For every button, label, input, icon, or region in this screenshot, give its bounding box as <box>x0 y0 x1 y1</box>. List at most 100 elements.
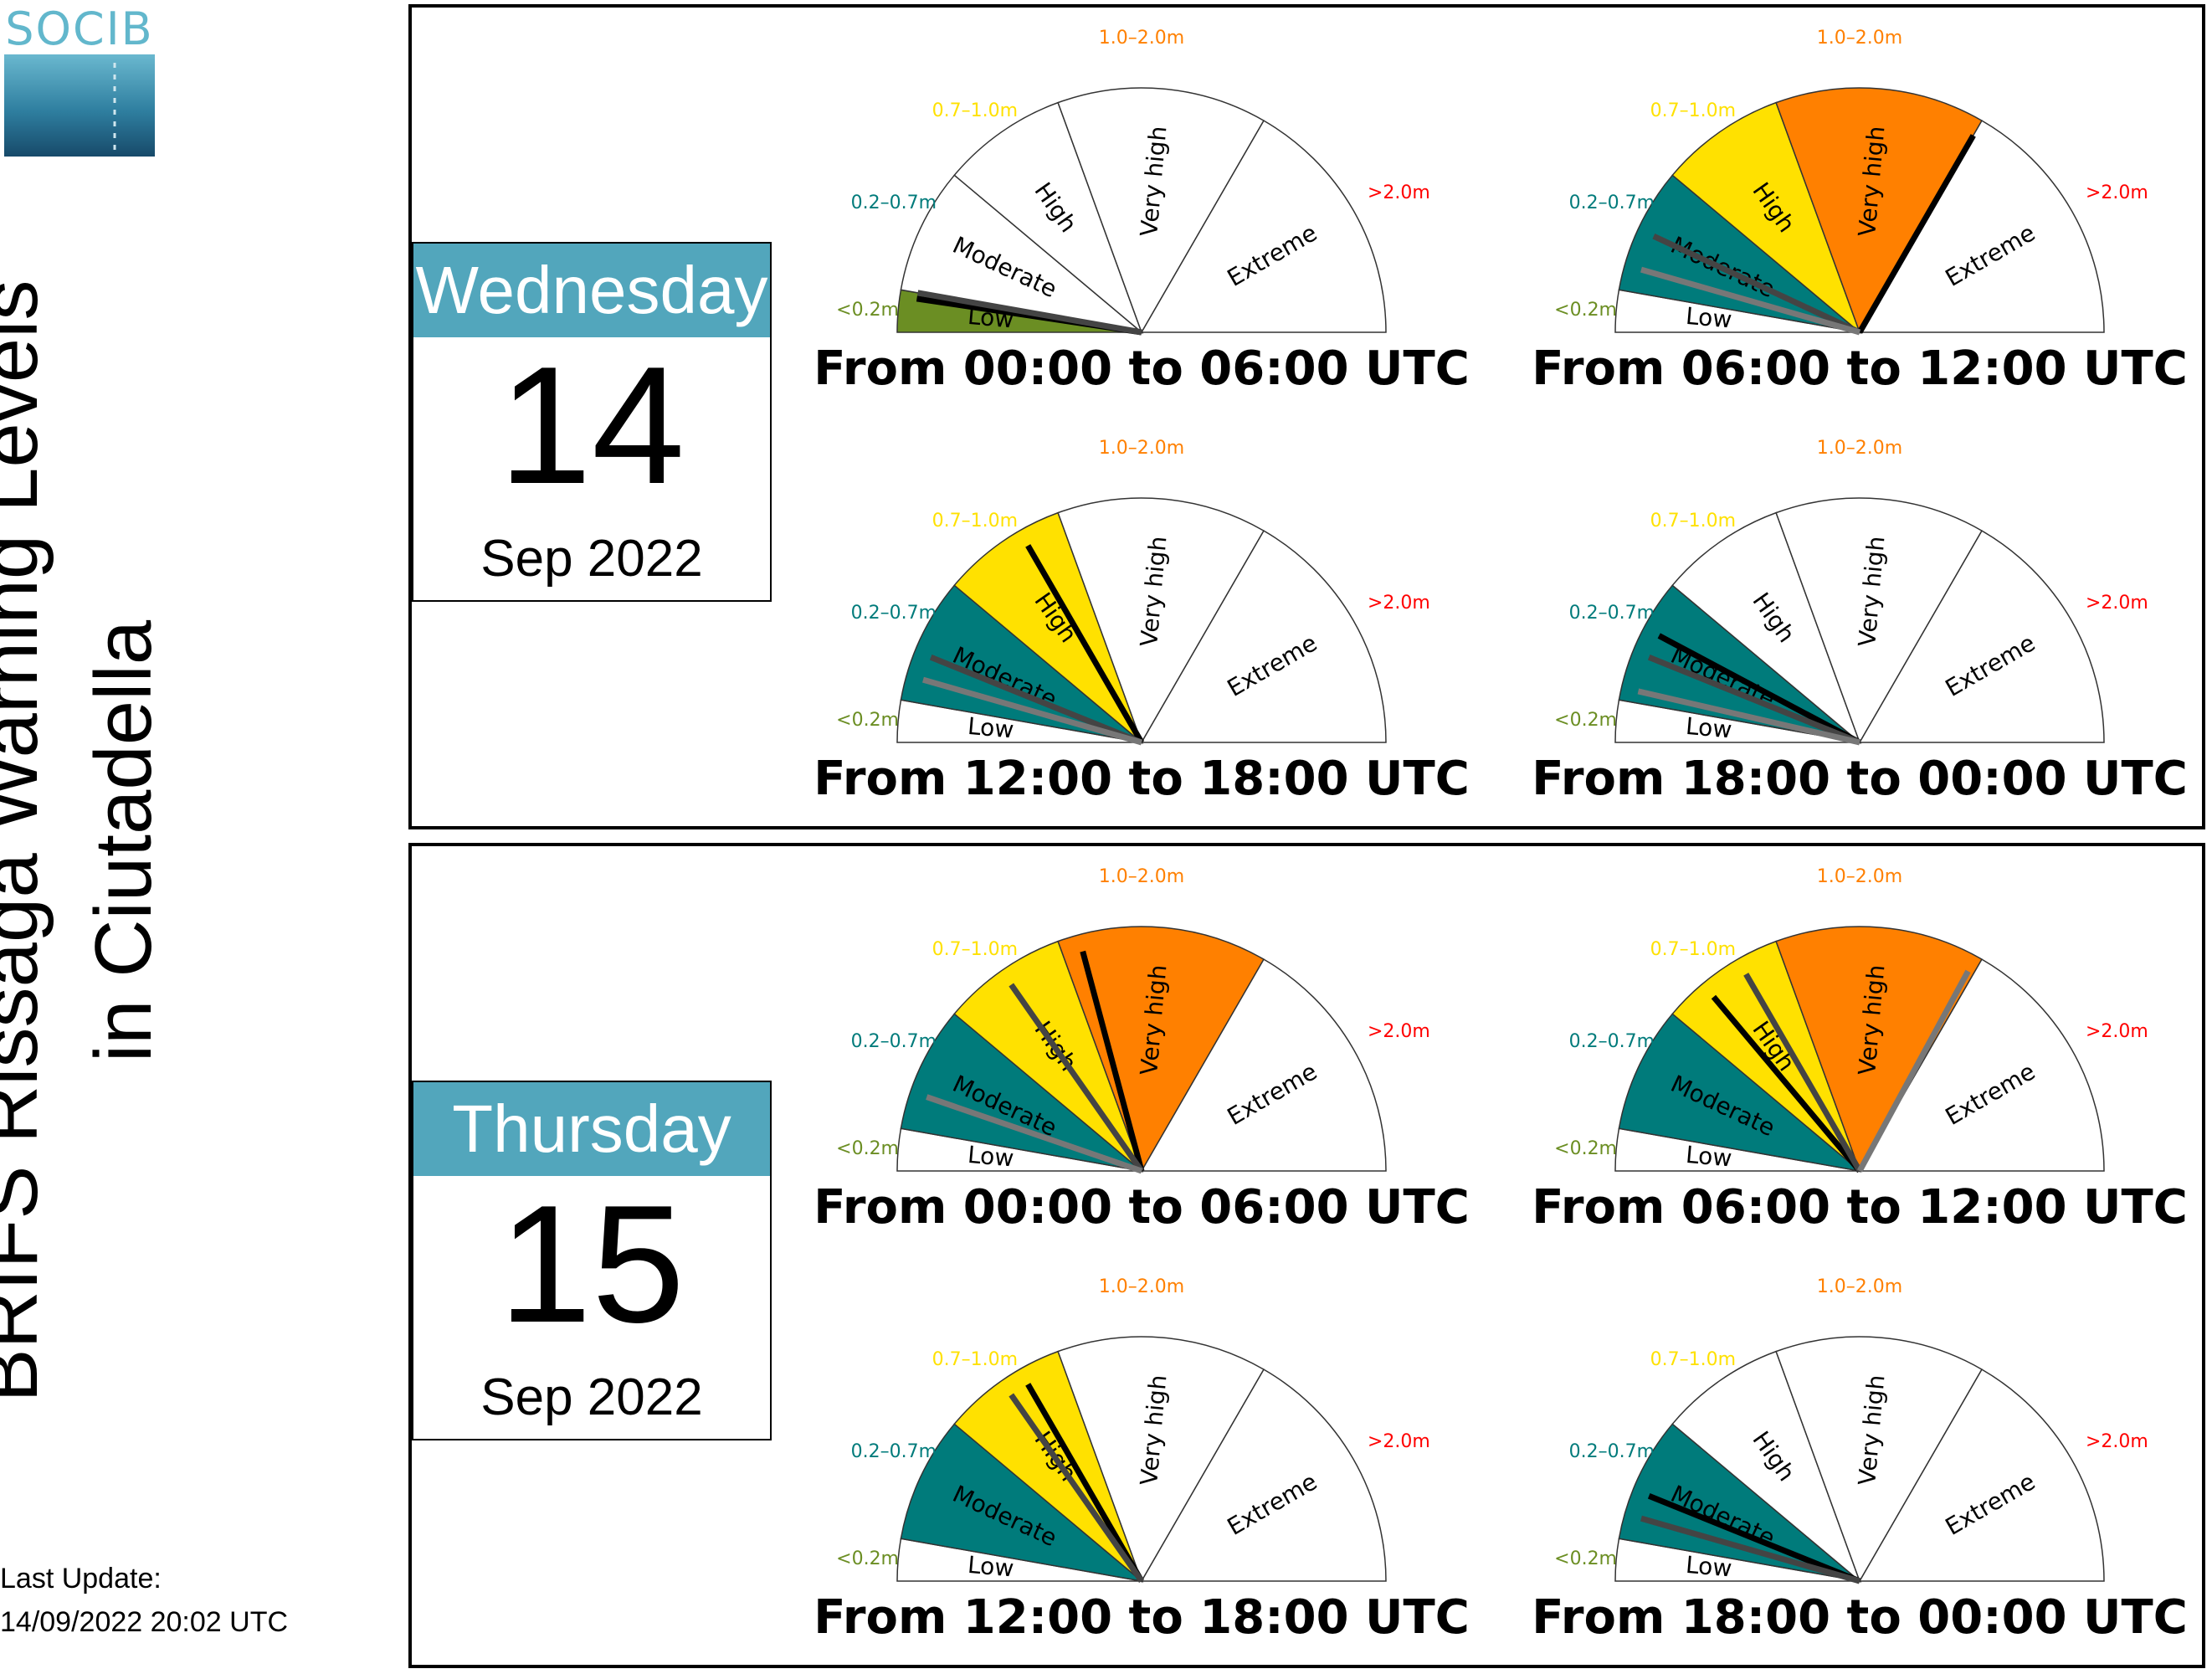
gauge-threshold-label: 1.0–2.0m <box>1817 28 1902 49</box>
gauge-threshold-label: 0.2–0.7m <box>1569 1441 1655 1462</box>
gauge-sector-high <box>953 940 1143 1173</box>
socib-logo: SOCIB <box>4 4 155 157</box>
gauge-threshold-label: >2.0m <box>1368 1431 1430 1452</box>
gauge-sector-very-high <box>1057 87 1265 334</box>
gauge-needle <box>1657 633 1861 746</box>
gauge-needle <box>1743 973 1863 1173</box>
gauge-sector-very-high <box>1057 1336 1265 1583</box>
gauge-threshold-label: 0.2–0.7m <box>851 193 937 213</box>
gauge-threshold-label: 0.2–0.7m <box>1569 1031 1655 1052</box>
gauge-sector-extreme <box>1858 1368 2105 1582</box>
page-title: BRIFS Rissaga Warning Levels in Ciutadel… <box>0 280 181 1403</box>
gauge-threshold-label: <0.2m <box>1554 300 1617 321</box>
gauge-threshold-label: >2.0m <box>1368 182 1430 203</box>
gauge-threshold-label: 0.7–1.0m <box>932 511 1018 531</box>
gauge-sector-extreme <box>1140 958 1387 1172</box>
gauge-sector-moderate <box>900 584 1144 744</box>
title-line-1: BRIFS Rissaga Warning Levels <box>0 280 54 1403</box>
gauge-sector-very-high <box>1775 497 1984 744</box>
gauge-sector-very-high <box>1775 926 1984 1173</box>
gauge-threshold-label: <0.2m <box>1554 1138 1617 1159</box>
gauge-sector-high <box>953 101 1143 335</box>
gauge-needle <box>1640 1515 1860 1584</box>
gauge-threshold-label: <0.2m <box>836 710 899 731</box>
gauge-sector-extreme <box>1858 958 2105 1172</box>
gauge-needle <box>1008 983 1144 1173</box>
gauge-category-label: Low <box>1685 1141 1733 1173</box>
gauge-sector-high <box>1671 511 1861 745</box>
gauge-threshold-label: 0.2–0.7m <box>851 603 937 624</box>
gauge-period-label: From 00:00 to 06:00 UTC <box>813 341 1470 396</box>
gauge-threshold-label: >2.0m <box>2086 1431 2148 1452</box>
gauge-threshold-label: 1.0–2.0m <box>1817 438 1902 459</box>
gauge-sector-moderate <box>1618 174 1862 334</box>
gauge-threshold-label: 0.7–1.0m <box>1650 1349 1736 1370</box>
gauge-threshold-label: <0.2m <box>1554 710 1617 731</box>
gauge-needle <box>926 1094 1143 1174</box>
gauge-threshold-label: >2.0m <box>2086 1021 2148 1042</box>
gauge-threshold-label: 1.0–2.0m <box>1817 866 1902 887</box>
gauge-threshold-label: >2.0m <box>2086 593 2148 614</box>
gauge-threshold-label: 0.2–0.7m <box>851 1031 937 1052</box>
gauge-period-label: From 18:00 to 00:00 UTC <box>1532 1590 2188 1645</box>
gauge-category-label: Low <box>967 712 1015 744</box>
gauge-threshold-label: >2.0m <box>2086 182 2148 203</box>
day-number: 15 <box>498 1171 685 1358</box>
gauge-sector-very-high <box>1057 497 1265 744</box>
month-year: Sep 2022 <box>480 530 703 588</box>
gauge-needle <box>1711 994 1862 1173</box>
gauge-category-label: Low <box>967 1141 1015 1173</box>
gauge-threshold-label: 1.0–2.0m <box>1099 438 1184 459</box>
gauge-category-label: Low <box>1685 712 1733 744</box>
gauge-threshold-label: <0.2m <box>836 1138 899 1159</box>
gauge-category-label: Low <box>967 1551 1015 1583</box>
gauge-threshold-label: <0.2m <box>836 300 899 321</box>
gauge-threshold-label: >2.0m <box>1368 593 1430 614</box>
date-box: Wednesday 14 Sep 2022 <box>412 242 772 602</box>
gauge-needle <box>1647 655 1861 746</box>
gauge-needle <box>1647 1493 1861 1584</box>
gauge-threshold-label: 0.2–0.7m <box>851 1441 937 1462</box>
logo-text: SOCIB <box>5 4 153 55</box>
gauge-sector-moderate <box>1618 1013 1862 1173</box>
gauge-sector-very-high <box>1775 87 1984 334</box>
gauge-needle <box>916 290 1142 336</box>
gauge-threshold-label: 1.0–2.0m <box>1099 866 1184 887</box>
gauge-threshold-label: 0.7–1.0m <box>932 100 1018 121</box>
month-year: Sep 2022 <box>480 1368 703 1426</box>
gauge-threshold-label: 0.7–1.0m <box>1650 939 1736 960</box>
weekday-label: Thursday <box>413 1082 770 1176</box>
day-panel-thursday: Thursday 15 Sep 2022 LowModerateHighVery… <box>408 843 2205 1668</box>
last-update-label: Last Update: <box>0 1563 162 1594</box>
gauge-sector-moderate <box>1618 1423 1862 1583</box>
gauge-period-label: From 06:00 to 12:00 UTC <box>1532 341 2188 396</box>
gauge-sector-high <box>1671 1350 1861 1584</box>
gauge-needle <box>1856 969 1971 1173</box>
gauge-needle <box>1652 234 1861 336</box>
gauge-needle <box>1080 950 1145 1172</box>
gauge-threshold-label: 0.7–1.0m <box>932 939 1018 960</box>
gauge-needle <box>921 676 1142 746</box>
gauge-threshold-label: 0.7–1.0m <box>1650 511 1736 531</box>
gauge-category-label: Low <box>1685 302 1733 334</box>
gauge-threshold-label: 1.0–2.0m <box>1099 1276 1184 1297</box>
day-panel-wednesday: Wednesday 14 Sep 2022 Low Moderate High Ver… <box>408 4 2205 829</box>
gauge-needle <box>1856 134 1976 334</box>
title-line-2: in Ciutadella <box>79 619 168 1063</box>
last-update: Last Update: 14/09/2022 20:02 UTC <box>0 1557 288 1644</box>
gauge-needle <box>1025 544 1145 744</box>
gauge-period-label: From 18:00 to 00:00 UTC <box>1532 752 2188 806</box>
gauge-sector-high <box>953 1350 1143 1584</box>
last-update-value: 14/09/2022 20:02 UTC <box>0 1606 289 1638</box>
gauge-sector-very-high <box>1775 1336 1984 1583</box>
gauge-sector-extreme <box>1140 120 1387 333</box>
gauge-needle <box>1640 266 1860 336</box>
